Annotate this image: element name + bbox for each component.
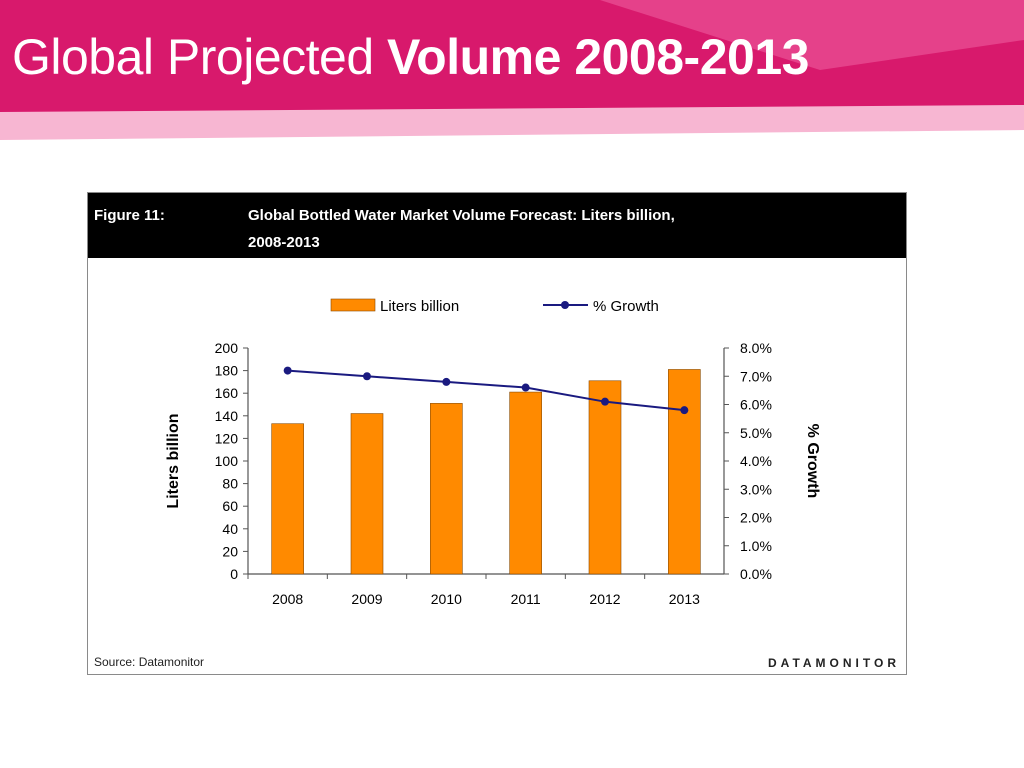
figure-panel: Figure 11: Global Bottled Water Market V… [87, 192, 907, 675]
y-tick-label: 80 [222, 476, 238, 492]
x-tick-label: 2009 [351, 591, 382, 607]
y-tick-label: 120 [215, 430, 239, 446]
growth-point [601, 397, 609, 406]
y-axis-title: Liters billion [165, 413, 182, 508]
y-tick-label: 100 [215, 453, 239, 469]
bar [509, 391, 542, 575]
figure-label: Figure 11: [94, 207, 165, 224]
figure-source: Source: Datamonitor [94, 655, 205, 669]
y2-tick-label: 8.0% [740, 340, 772, 356]
title-banner [0, 0, 1024, 140]
y-tick-label: 60 [222, 498, 238, 514]
chart: 0 20 40 60 80 100 120 140 160 180 200 0.0% 1.0% 2.0% 3… [165, 298, 821, 607]
growth-line [287, 369, 685, 412]
y2-tick-label: 0.0% [740, 566, 772, 582]
figure-brand: DATAMONITOR [768, 656, 900, 670]
y2-axis-title: % Growth [804, 424, 821, 499]
x-tick-label: 2010 [431, 591, 462, 607]
bar [668, 369, 701, 575]
x-tick-label: 2013 [669, 591, 700, 607]
x-tick-label: 2008 [272, 591, 303, 607]
y-tick-label: 40 [222, 521, 238, 537]
y2-tick-label: 2.0% [740, 510, 772, 526]
y-tick-label: 160 [215, 385, 239, 401]
x-tick-label: 2011 [511, 591, 541, 607]
growth-point [680, 406, 689, 415]
figure-title-line1: Global Bottled Water Market Volume Forec… [248, 207, 675, 224]
figure-title-line2: 2008-2013 [248, 234, 320, 251]
y2-tick-label: 6.0% [740, 397, 772, 413]
y-tick-label: 180 [215, 363, 239, 379]
y2-tick-label: 5.0% [740, 425, 772, 441]
slide-title-regular: Global Projected [12, 29, 388, 85]
legend-label-line: % Growth [593, 298, 659, 315]
legend-swatch-line-point [561, 301, 569, 309]
bar [350, 413, 384, 575]
y-tick-label: 200 [215, 340, 239, 356]
y-tick-label: 20 [222, 543, 238, 559]
y2-tick-label: 7.0% [740, 368, 772, 384]
bar [271, 423, 304, 575]
slide-title: Global Projected Volume 2008-2013 [12, 28, 809, 86]
slide-title-bold: Volume 2008-2013 [387, 29, 809, 85]
y-tick-label: 0 [230, 566, 238, 582]
y-tick-label: 140 [215, 408, 239, 424]
figure-header: Figure 11: Global Bottled Water Market V… [88, 193, 906, 258]
y2-tick-label: 4.0% [740, 453, 772, 469]
x-tick-label: 2012 [589, 591, 620, 607]
growth-point [363, 372, 371, 381]
bar [430, 403, 463, 575]
growth-point [442, 377, 451, 386]
legend-label-bars: Liters billion [380, 298, 459, 315]
y2-tick-label: 1.0% [740, 538, 772, 554]
growth-point [283, 366, 292, 375]
y2-tick-label: 3.0% [740, 481, 772, 497]
growth-point [521, 383, 530, 392]
bar [588, 380, 622, 575]
legend-swatch-bars [330, 298, 376, 312]
banner-highlight [600, 0, 1024, 70]
